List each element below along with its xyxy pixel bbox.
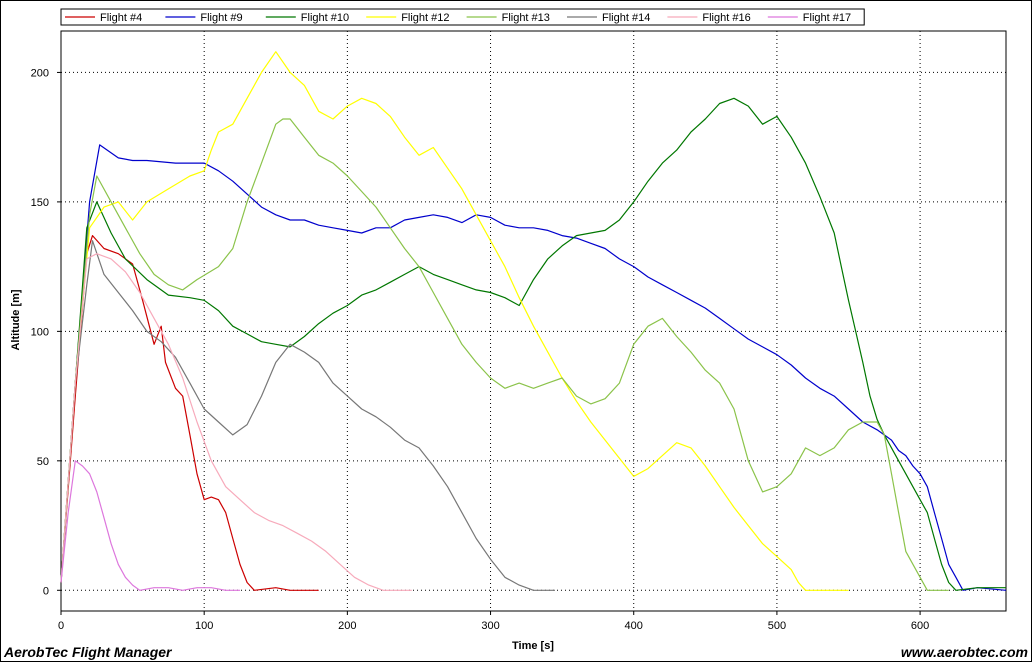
legend-label: Flight #10 — [301, 12, 349, 24]
website-footer: www.aerobtec.com — [900, 644, 1028, 660]
x-tick-label: 500 — [768, 620, 786, 632]
legend-label: Flight #16 — [702, 12, 750, 24]
series-lines — [60, 51, 1007, 591]
y-tick-label: 200 — [31, 67, 49, 79]
y-tick-label: 0 — [43, 585, 49, 597]
series-line-7 — [60, 253, 412, 591]
legend-label: Flight #14 — [602, 12, 650, 24]
series-line-6 — [60, 240, 555, 591]
app-name-footer: AerobTec Flight Manager — [4, 644, 172, 660]
y-tick-label: 50 — [37, 456, 49, 468]
x-axis-label: Time [s] — [512, 640, 554, 652]
series-line-3 — [60, 97, 1006, 591]
series-line-2 — [60, 144, 1007, 591]
x-tick-label: 200 — [338, 620, 356, 632]
y-tick-label: 150 — [31, 197, 49, 209]
series-line-4 — [60, 51, 849, 591]
series-line-8 — [60, 460, 240, 591]
y-axis-label: Altitude [m] — [10, 289, 22, 350]
legend: Flight #4 Flight #9 Flight #10 Flight #12 Fl… — [60, 8, 865, 26]
x-tick-label: 400 — [625, 620, 643, 632]
x-tick-label: 300 — [481, 620, 499, 632]
legend-label: Flight #4 — [100, 12, 142, 24]
x-tick-label: 100 — [195, 620, 213, 632]
legend-label: Flight #12 — [401, 12, 449, 24]
legend-label: Flight #9 — [200, 12, 242, 24]
legend-label: Flight #13 — [502, 12, 550, 24]
series-line-1 — [60, 235, 319, 591]
axis-ticks: 0 100 200 300 400 500 600 0 50 100 150 200 — [31, 67, 930, 632]
y-tick-label: 100 — [31, 326, 49, 338]
plot-area — [60, 30, 1007, 612]
series-line-5 — [60, 118, 949, 591]
grid — [61, 31, 1006, 611]
legend-label: Flight #17 — [803, 12, 851, 24]
x-tick-label: 0 — [58, 620, 64, 632]
legend-box — [60, 8, 865, 26]
x-tick-label: 600 — [911, 620, 929, 632]
